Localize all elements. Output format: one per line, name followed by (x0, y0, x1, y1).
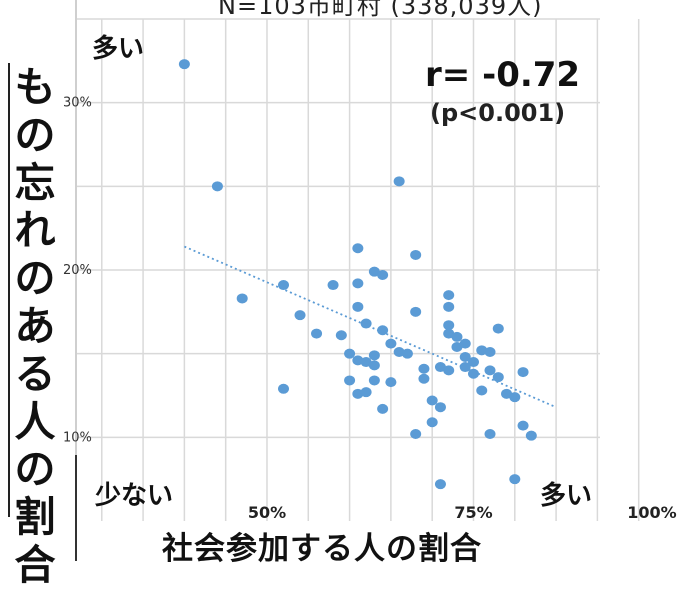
data-point (443, 290, 455, 301)
x-tick-label: 50% (248, 503, 286, 522)
y-axis-label: もの忘れのある人の割合 (14, 63, 56, 589)
data-point (492, 323, 504, 334)
data-point (434, 402, 446, 413)
data-point (410, 249, 422, 260)
data-point (352, 301, 364, 312)
data-point (377, 270, 389, 281)
data-point (443, 320, 455, 331)
data-point (368, 360, 380, 371)
data-point (426, 417, 438, 428)
data-point (278, 280, 290, 291)
data-point (418, 373, 430, 384)
data-point (352, 243, 364, 254)
data-point (451, 341, 463, 352)
header-fragment: N=103市町村 (338,039人) (218, 0, 543, 20)
plot-left-edge (75, 0, 77, 561)
data-point (434, 479, 446, 490)
data-point (211, 181, 223, 192)
data-point (393, 176, 405, 187)
data-point (344, 348, 356, 359)
data-point (294, 310, 306, 321)
data-point (178, 59, 190, 70)
data-point (467, 368, 479, 379)
data-point (327, 280, 339, 291)
corner-label-bottom-left: 少ない (95, 481, 174, 511)
data-point (377, 325, 389, 336)
data-point (377, 403, 389, 414)
data-point (451, 331, 463, 342)
data-point (360, 387, 372, 398)
correlation-coefficient: r= -0.72 (425, 55, 581, 95)
data-point (278, 383, 290, 394)
data-point (476, 345, 488, 356)
data-point (344, 375, 356, 386)
y-tick-label: 30% (63, 96, 92, 111)
data-point (426, 395, 438, 406)
x-tick-label: 75% (454, 503, 492, 522)
data-point (311, 328, 323, 339)
data-point (236, 293, 248, 304)
data-point (352, 355, 364, 366)
x-axis-label: 社会参加する人の割合 (162, 531, 482, 567)
data-point (492, 372, 504, 383)
data-point (410, 306, 422, 317)
data-point (385, 338, 397, 349)
data-point (476, 385, 488, 396)
p-value: (p<0.001) (430, 99, 566, 127)
data-point (459, 352, 471, 363)
data-point (484, 365, 496, 376)
data-point (443, 365, 455, 376)
scatter-plot: 10% 20% 30% 50% 75% 100% (63, 18, 677, 522)
data-point (352, 388, 364, 399)
data-point (368, 350, 380, 361)
tick-labels: 10% 20% 30% 50% 75% 100% (63, 96, 677, 522)
data-point (443, 301, 455, 312)
data-point (401, 348, 413, 359)
data-point (484, 346, 496, 357)
data-point (509, 392, 521, 403)
y-tick-label: 10% (63, 430, 92, 445)
y-axis-label-bar (8, 63, 10, 517)
chart-figure: N=103市町村 (338,039人) 10% 20% 30% 50% 75% 100% … (8, 0, 677, 589)
data-point (509, 474, 521, 485)
corner-label-top-left: 多い (92, 34, 145, 64)
data-point (360, 357, 372, 368)
data-points (178, 59, 537, 490)
data-point (501, 388, 513, 399)
data-point (360, 318, 372, 329)
data-point (459, 338, 471, 349)
data-point (517, 420, 529, 431)
data-point (410, 428, 422, 439)
data-point (352, 278, 364, 289)
grid-lines (77, 18, 640, 521)
data-point (335, 330, 347, 341)
data-point (467, 357, 479, 368)
data-point (525, 430, 537, 441)
x-tick-label: 100% (627, 503, 676, 522)
data-point (368, 266, 380, 277)
data-point (443, 328, 455, 339)
data-point (368, 375, 380, 386)
corner-label-bottom-right: 多い (540, 481, 593, 511)
data-point (418, 363, 430, 374)
data-point (393, 346, 405, 357)
axis-tick-mark (75, 455, 77, 561)
y-tick-label: 20% (63, 263, 92, 278)
data-point (459, 362, 471, 373)
data-point (434, 362, 446, 373)
data-point (484, 428, 496, 439)
data-point (517, 367, 529, 378)
data-point (385, 377, 397, 388)
